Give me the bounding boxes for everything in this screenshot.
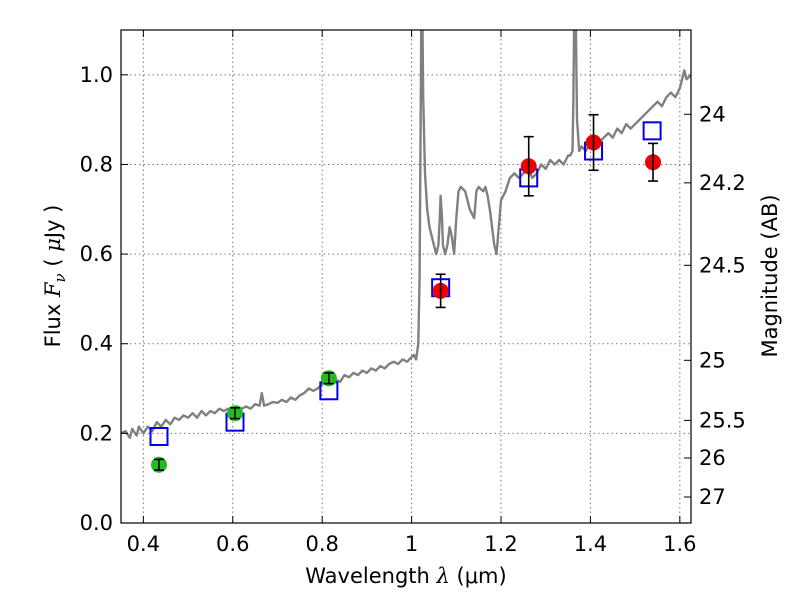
y-tick-label: 0.2	[80, 421, 113, 445]
y-tick-label: 1.0	[80, 63, 113, 87]
model-square-marker	[149, 427, 169, 447]
x-axis-label: Wavelength λ (μm)	[305, 564, 506, 588]
y-axis-ticks: 0.0 0.2 0.4 0.6 0.8 1.0	[80, 63, 128, 535]
x-axis-ticks: 0.4 0.6 0.8 1 1.2 1.4 1.6	[127, 30, 697, 556]
y-tick-label: 0.0	[80, 511, 113, 535]
data-layer	[121, 30, 691, 473]
y2-tick-label: 24.5	[699, 253, 746, 277]
y2-axis-label: Magnitude (AB)	[758, 194, 782, 357]
y2-tick-label: 25.5	[699, 408, 746, 432]
x-tick-label: 1.4	[574, 532, 607, 556]
x-tick-label: 0.6	[216, 532, 249, 556]
x-tick-label: 1	[405, 532, 418, 556]
y2-axis-ticks: 24 24.2 24.5 25 25.5 26 27	[684, 102, 746, 509]
y2-tick-label: 27	[699, 485, 726, 509]
model-square-marker	[642, 121, 662, 141]
y-tick-label: 0.8	[80, 152, 113, 176]
x-tick-label: 0.4	[127, 532, 160, 556]
y2-tick-label: 25	[699, 348, 726, 372]
x-tick-label: 0.8	[305, 532, 338, 556]
y-tick-label: 0.6	[80, 242, 113, 266]
x-tick-label: 1.2	[484, 532, 517, 556]
y2-tick-label: 24	[699, 102, 726, 126]
plot-frame	[120, 29, 692, 524]
y-tick-label: 0.4	[80, 332, 113, 356]
y-axis-label: Flux Fν ( μJy )	[41, 205, 69, 348]
x-tick-label: 1.6	[663, 532, 696, 556]
y2-tick-label: 26	[699, 446, 726, 470]
y2-tick-label: 24.2	[699, 171, 746, 195]
plot-area-background	[121, 30, 691, 523]
